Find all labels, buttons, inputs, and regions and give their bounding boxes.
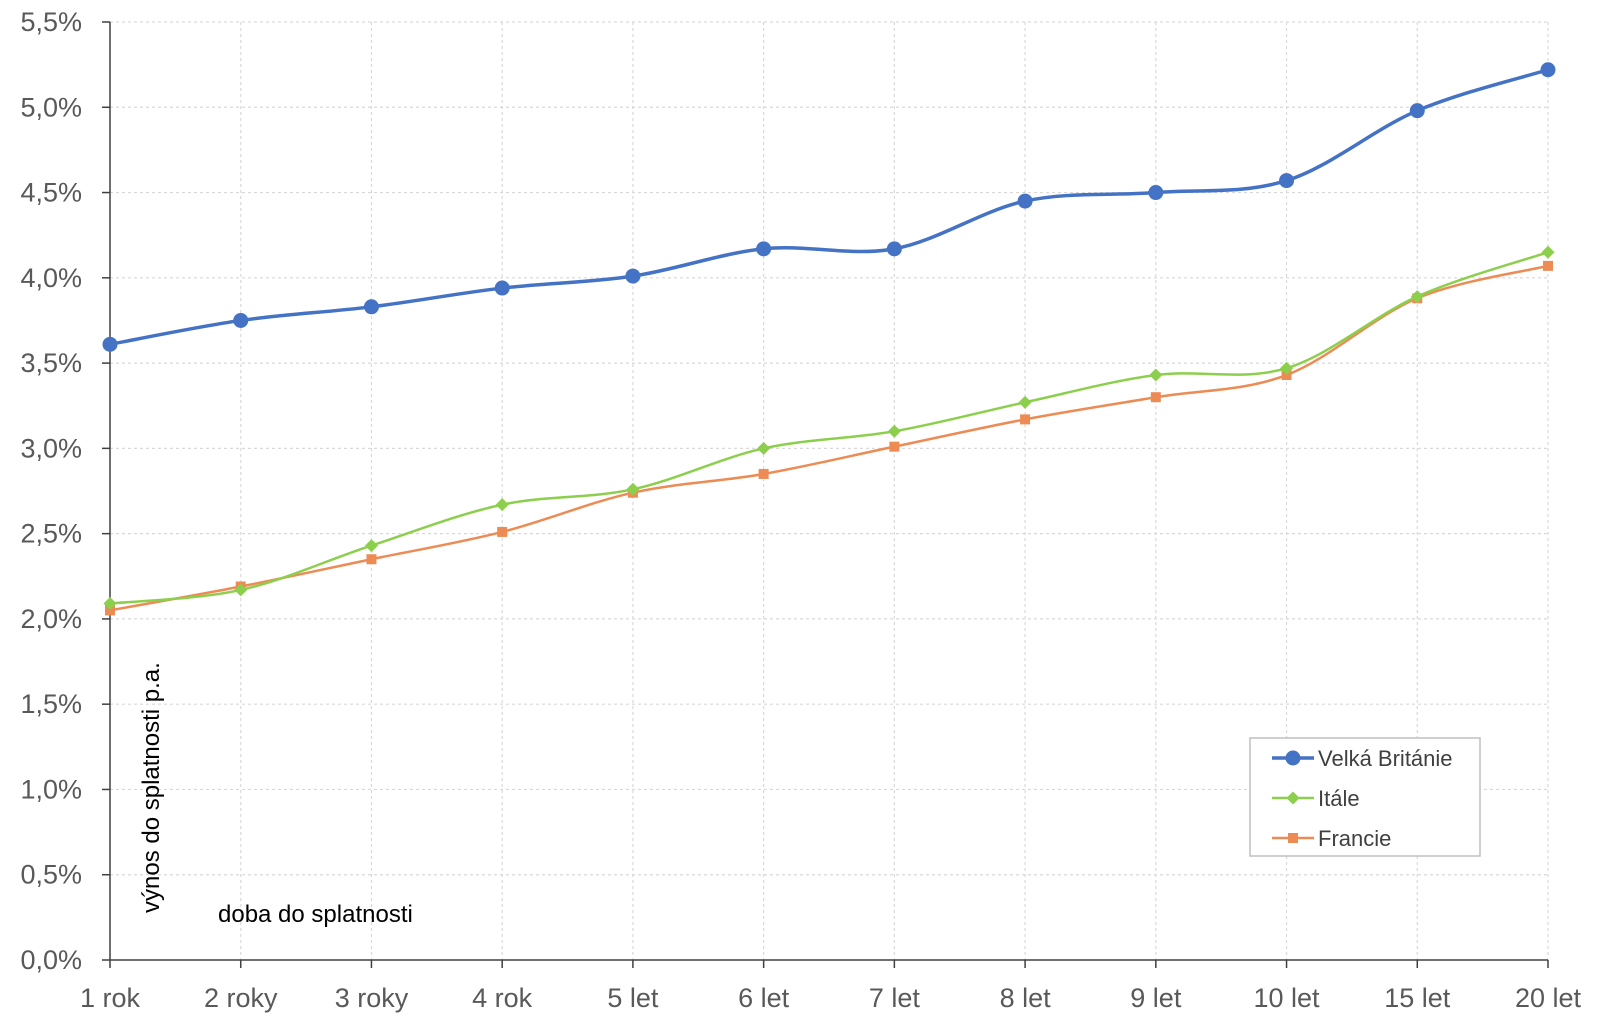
- series-velka-britanie: [102, 62, 1556, 352]
- x-tick-label: 4 rok: [472, 983, 533, 1013]
- data-point: [103, 597, 117, 611]
- data-point: [1018, 395, 1032, 409]
- data-point: [497, 526, 508, 537]
- x-axis-title: doba do splatnosti: [218, 901, 413, 928]
- x-tick-label: 8 let: [1000, 983, 1052, 1013]
- y-tick-label: 3,0%: [20, 433, 82, 463]
- series-line: [109, 68, 1549, 347]
- x-tick-label: 9 let: [1130, 983, 1182, 1013]
- axes: [102, 21, 1549, 968]
- x-tick-label: 7 let: [869, 983, 921, 1013]
- data-point: [1543, 260, 1553, 271]
- series-line: [109, 251, 1549, 605]
- y-tick-label: 4,0%: [20, 263, 82, 293]
- data-point: [887, 424, 901, 438]
- x-tick-label: 10 let: [1254, 983, 1321, 1013]
- x-tick-label: 2 roky: [204, 983, 278, 1013]
- x-tick-label: 3 roky: [335, 983, 409, 1013]
- data-point: [1279, 173, 1295, 189]
- data-point: [1150, 392, 1161, 403]
- data-point: [1540, 62, 1556, 78]
- legend-swatch-marker: [1288, 833, 1298, 843]
- x-tick-label: 5 let: [607, 983, 659, 1013]
- y-axis-title: výnos do splatnosti p.a.: [138, 662, 165, 913]
- legend-item: Francie: [1272, 826, 1391, 851]
- data-point: [758, 468, 769, 479]
- x-tick-labels: 1 rok 2 roky 3 roky 4 rok 5 let 6 let 7 let 8 l…: [80, 983, 1582, 1013]
- y-tick-label: 1,5%: [20, 689, 82, 719]
- legend: Velká Británie Itále Francie: [1249, 737, 1481, 857]
- data-point: [102, 336, 118, 352]
- data-point: [1410, 290, 1424, 304]
- data-point: [363, 299, 379, 315]
- data-point: [886, 241, 902, 257]
- data-point: [1281, 370, 1292, 381]
- data-point: [756, 241, 772, 257]
- data-point: [366, 554, 377, 565]
- data-point: [1541, 245, 1555, 259]
- data-point: [757, 441, 771, 455]
- series-itale: [103, 245, 1555, 611]
- data-point: [494, 280, 510, 296]
- legend-label: Itále: [1318, 786, 1360, 811]
- data-point: [889, 441, 900, 452]
- legend-item: Itále: [1272, 786, 1360, 811]
- data-point: [1149, 368, 1163, 382]
- legend-label: Francie: [1318, 826, 1391, 851]
- x-tick-label: 20 let: [1515, 983, 1582, 1013]
- data-point: [105, 605, 115, 616]
- data-point: [364, 539, 378, 553]
- data-point: [1409, 103, 1425, 119]
- series-group: [102, 62, 1556, 616]
- data-point: [626, 482, 640, 496]
- y-tick-label: 0,5%: [20, 860, 82, 890]
- y-tick-label: 0,0%: [20, 945, 82, 975]
- x-tick-label: 15 let: [1384, 983, 1451, 1013]
- y-tick-label: 4,5%: [20, 178, 82, 208]
- y-tick-label: 2,5%: [20, 519, 82, 549]
- data-point: [233, 312, 249, 328]
- y-tick-label: 2,0%: [20, 604, 82, 634]
- data-point: [1017, 193, 1033, 209]
- y-tick-label: 1,0%: [20, 774, 82, 804]
- data-point: [1280, 361, 1294, 375]
- legend-item: Velká Británie: [1272, 746, 1453, 771]
- data-point: [234, 583, 248, 597]
- legend-swatch-marker: [1285, 750, 1301, 766]
- data-point: [495, 498, 509, 512]
- data-point: [625, 268, 641, 284]
- y-tick-labels: 0,0% 0,5% 1,0% 1,5% 2,0% 2,5% 3,0% 3,5% 4,0% 4,5%…: [20, 7, 82, 975]
- x-tick-label: 1 rok: [80, 983, 141, 1013]
- series-line: [109, 264, 1549, 612]
- data-point: [1020, 414, 1031, 425]
- x-tick-label: 6 let: [738, 983, 790, 1013]
- y-tick-label: 5,5%: [20, 7, 82, 37]
- legend-label: Velká Británie: [1318, 746, 1453, 771]
- y-tick-label: 3,5%: [20, 348, 82, 378]
- y-tick-label: 5,0%: [20, 92, 82, 122]
- data-point: [1148, 185, 1164, 201]
- legend-swatch-marker: [1286, 791, 1300, 805]
